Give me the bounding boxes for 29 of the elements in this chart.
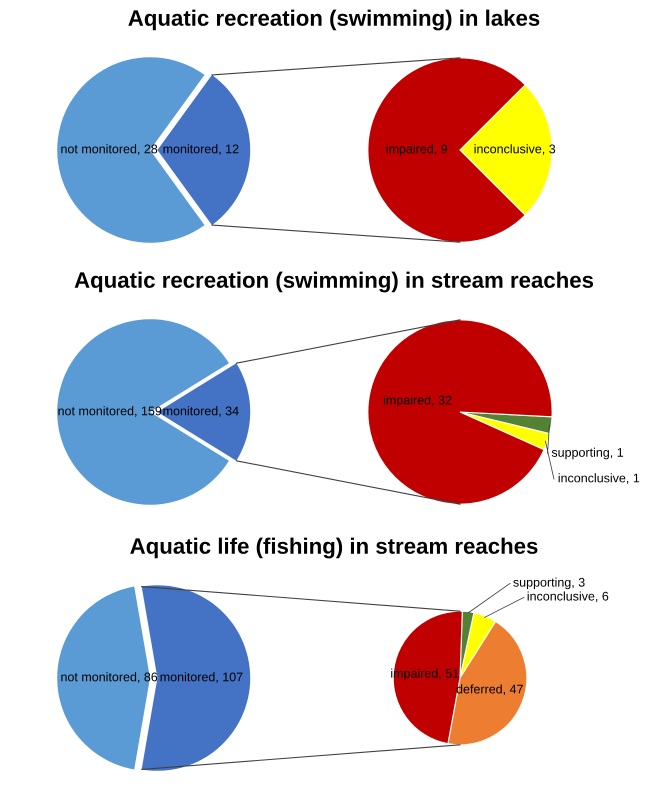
data-label: , 9 [434, 144, 448, 155]
data-label: , 1 [610, 448, 624, 458]
data-label: , 107 [216, 672, 243, 683]
slice-label: monitored [163, 144, 218, 154]
data-label: , 6 [596, 592, 608, 602]
slice-label: supporting [552, 448, 609, 460]
data-label: , 12 [219, 144, 238, 155]
text: Aquatic life (fishing) in stream reaches [130, 538, 538, 558]
slice-label: not monitored [58, 406, 134, 416]
slice-label: not monitored [61, 144, 136, 154]
data-label: , 1 [627, 474, 640, 484]
data-label: , 3 [572, 578, 585, 588]
slice-label: inconclusive [558, 473, 626, 482]
slice-label: supporting [513, 578, 570, 590]
slice-label: monitored [163, 406, 218, 416]
slice-label: inconclusive [474, 144, 542, 154]
slice-label: impaired [386, 144, 433, 156]
data-label: , 28 [138, 144, 158, 155]
slice-label: monitored [160, 672, 215, 682]
slice-label: inconclusive [528, 591, 594, 601]
text: Aquatic recreation (swimming) in stream reaches [74, 272, 594, 292]
slice-label: impaired [384, 395, 430, 407]
pie-slice [367, 319, 553, 505]
data-label: , 32 [432, 396, 452, 406]
data-label: , 34 [219, 406, 239, 417]
data-label: , 51 [439, 669, 459, 680]
slice-label: not monitored [61, 672, 136, 682]
data-label: , 47 [504, 684, 523, 695]
text: Aquatic recreation (swimming) in lakes [128, 10, 540, 30]
